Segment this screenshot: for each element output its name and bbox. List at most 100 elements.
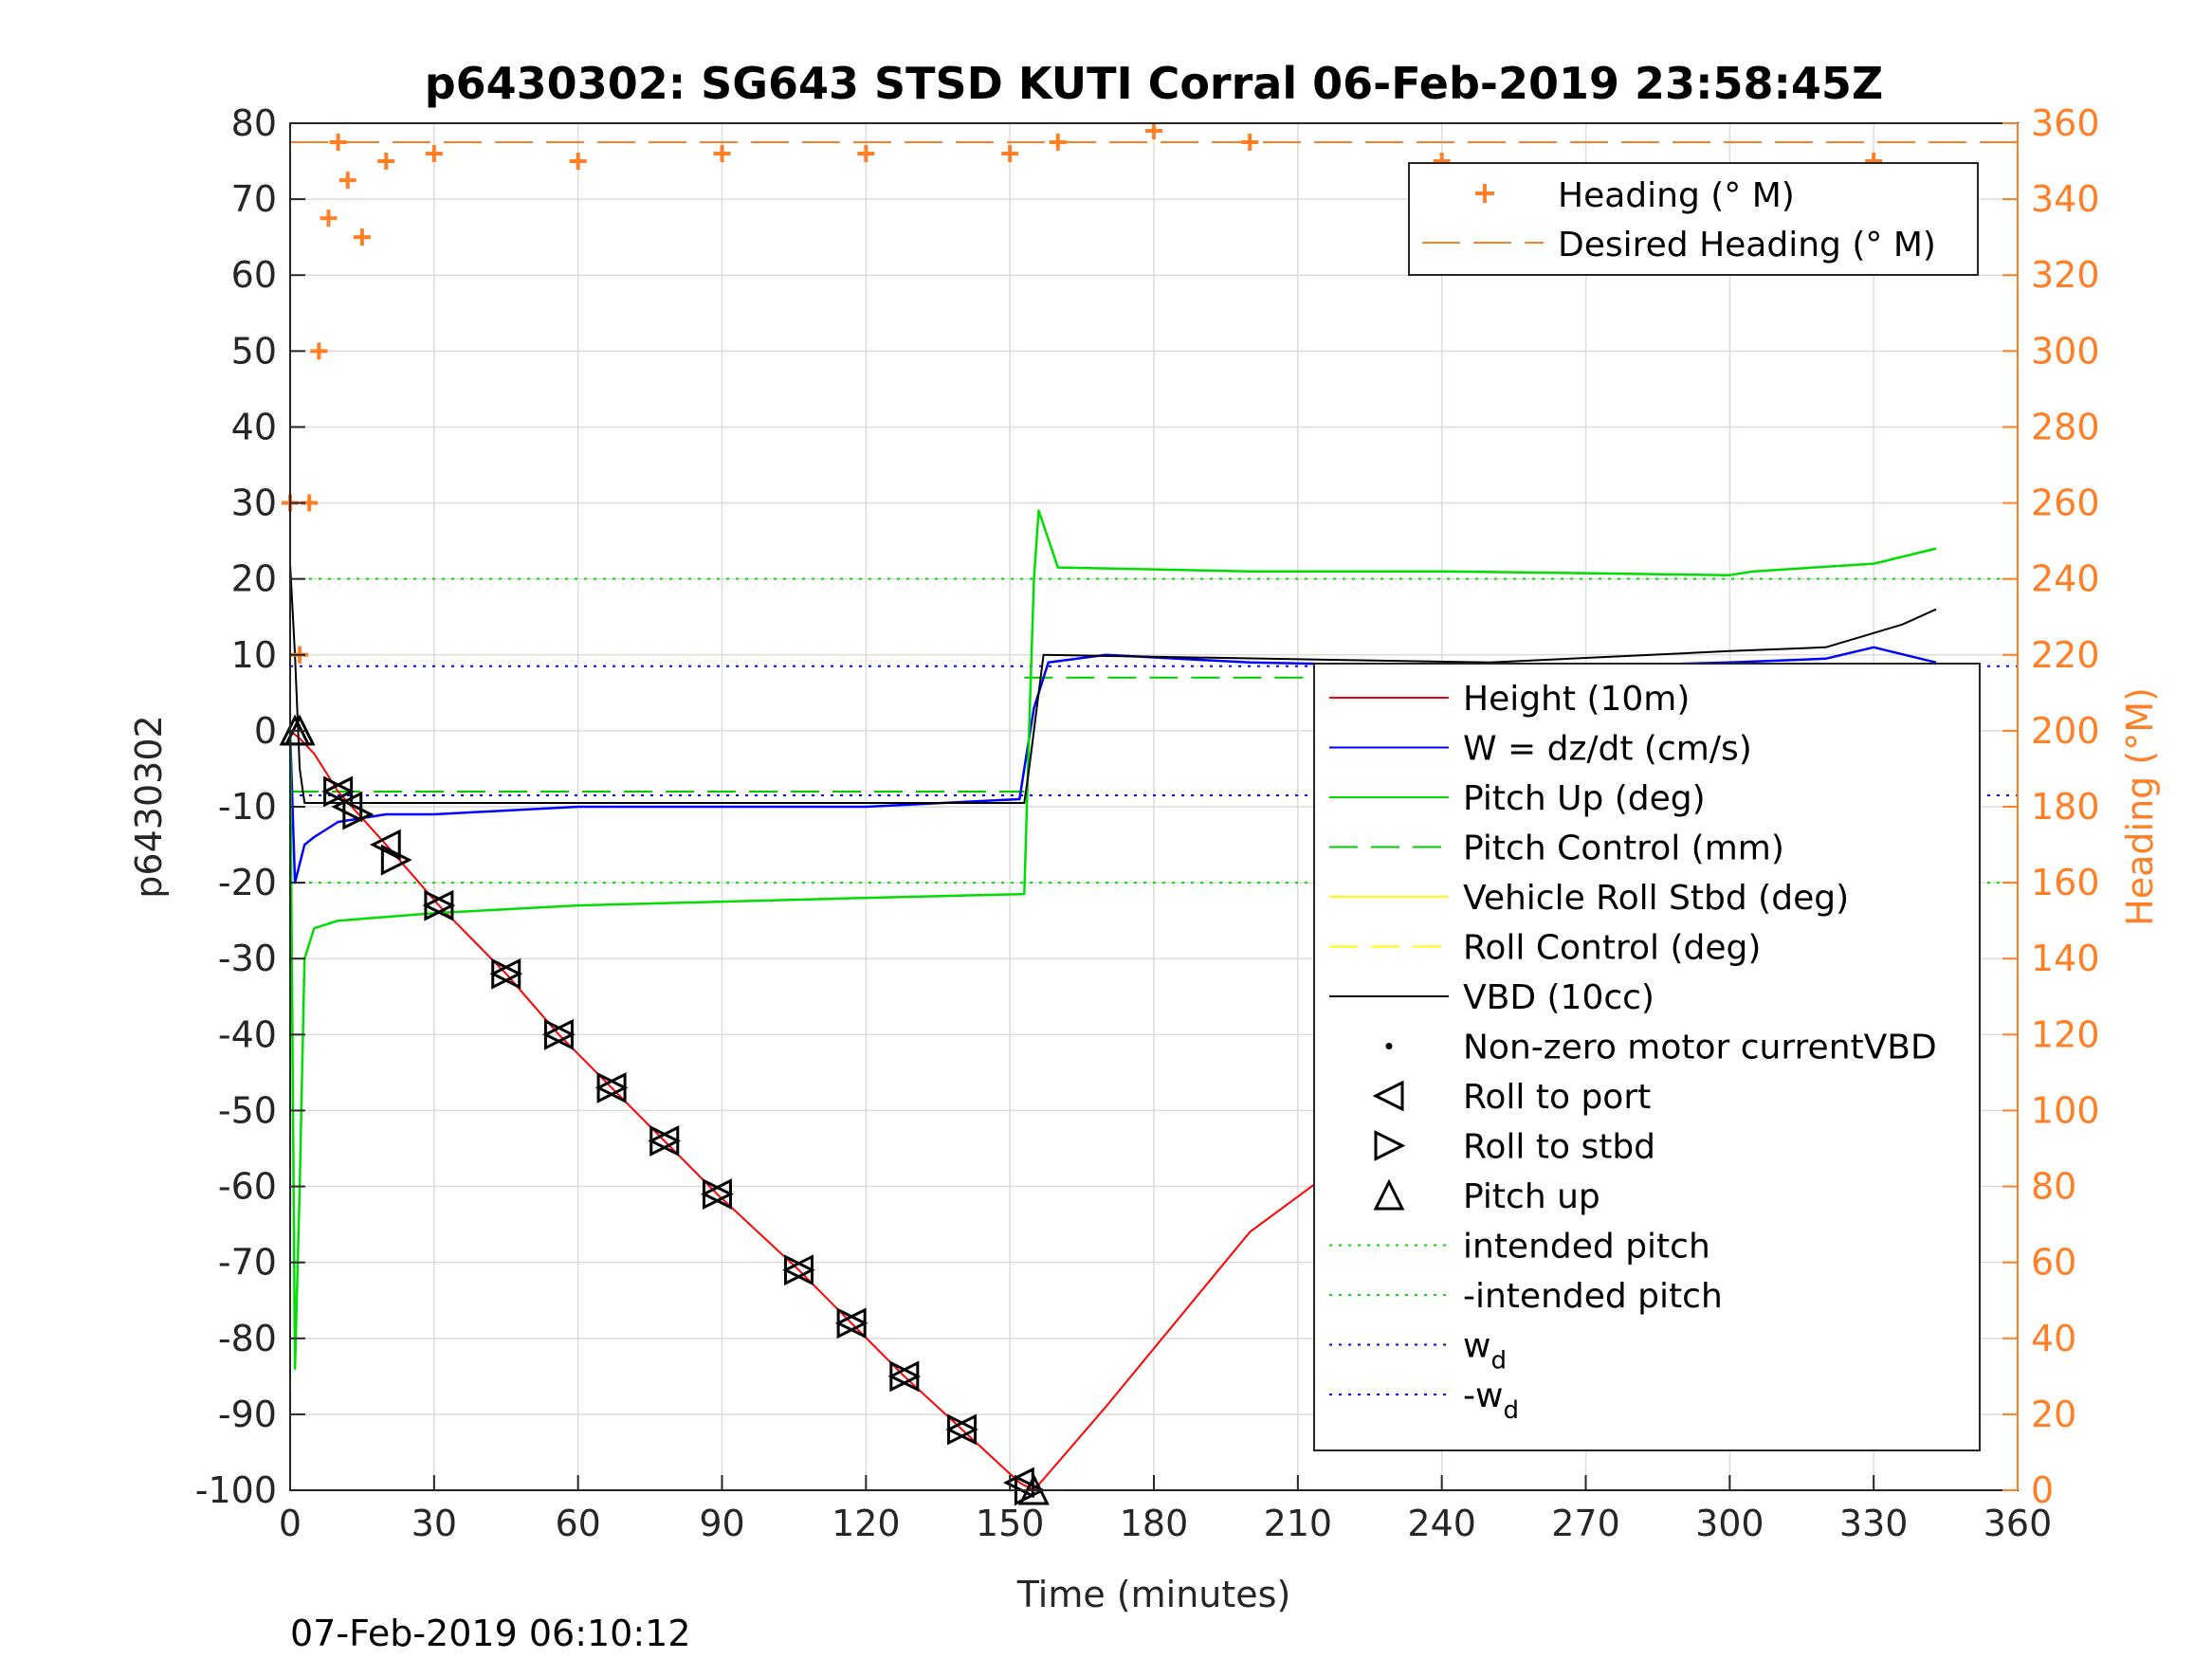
- roll-to-port-marker: [331, 791, 363, 823]
- y-tick-label: -40: [218, 1013, 277, 1055]
- y-tick-label: 30: [231, 483, 277, 524]
- y-tick-label: -30: [218, 938, 277, 979]
- heading-point: [329, 134, 347, 152]
- legend-heading-label: Heading (° M): [1558, 176, 1795, 215]
- y-right-tick-label: 200: [2031, 710, 2100, 752]
- footer-timestamp: 07-Feb-2019 06:10:12: [290, 1613, 691, 1654]
- heading-point: [1241, 134, 1259, 152]
- heading-point: [1145, 122, 1162, 140]
- y-tick-label: -70: [218, 1242, 277, 1284]
- legend-label: Pitch up: [1463, 1177, 1600, 1216]
- y-right-tick-label: 180: [2031, 786, 2100, 828]
- y-tick-label: 20: [231, 558, 277, 600]
- legend-label: Pitch Control (mm): [1463, 830, 1784, 868]
- x-tick-label: 360: [1983, 1503, 2053, 1544]
- heading-point: [320, 210, 338, 228]
- roll-to-stbd-marker: [380, 844, 412, 876]
- y-tick-label: 70: [231, 178, 277, 220]
- y-tick-label: -50: [218, 1089, 277, 1131]
- series-line: [289, 563, 1937, 804]
- roll-to-stbd-marker: [947, 1413, 978, 1446]
- roll-to-stbd-marker: [889, 1360, 922, 1393]
- y-tick-label: -10: [218, 786, 277, 828]
- legend-label: Roll to stbd: [1463, 1128, 1655, 1167]
- y-tick-label: -80: [218, 1318, 277, 1359]
- legend-subscript: d: [1503, 1396, 1519, 1425]
- x-axis: 0 30 60 90 120 150 180 210 240 270 300 330 360: [279, 1475, 2052, 1544]
- x-tick-label: 90: [699, 1503, 744, 1544]
- roll-to-stbd-marker: [323, 775, 355, 808]
- y-tick-label: 10: [231, 634, 277, 676]
- y-axis-right: 0 20 40 60 80 100 120 140 160 180 200 220 240 260 280 3…: [2002, 102, 2100, 1511]
- y-right-tick-label: 160: [2031, 862, 2100, 903]
- legend-symbol: [1385, 1043, 1393, 1049]
- y-right-tick-label: 80: [2031, 1166, 2076, 1208]
- x-tick-label: 150: [976, 1503, 1045, 1544]
- roll-to-port-marker: [1002, 1467, 1034, 1499]
- y-tick-label: -60: [218, 1166, 277, 1208]
- legend-label: Pitch Up (deg): [1463, 779, 1706, 818]
- y-right-tick-label: 320: [2031, 254, 2100, 296]
- legend-label: -intended pitch: [1463, 1277, 1723, 1316]
- y-right-tick-label: 40: [2031, 1318, 2076, 1359]
- y-tick-label: 40: [231, 406, 277, 447]
- x-tick-label: 180: [1120, 1503, 1189, 1544]
- chart-title: p6430302: SG643 STSD KUTI Corral 06-Feb-…: [425, 58, 1884, 109]
- x-tick-label: 300: [1695, 1503, 1764, 1544]
- y-tick-label: 60: [231, 254, 277, 296]
- roll-to-stbd-marker: [702, 1178, 734, 1210]
- roll-to-port-marker: [369, 829, 401, 861]
- legend-heading-symbol: [1475, 184, 1494, 203]
- y-right-tick-label: 20: [2031, 1394, 2076, 1435]
- heading-point: [310, 342, 328, 360]
- y-tick-label: 0: [254, 710, 277, 752]
- roll-to-stbd-marker: [543, 1018, 576, 1050]
- legend-heading-box: [1408, 162, 1979, 276]
- series-line: [288, 509, 1937, 1371]
- x-tick-label: 240: [1407, 1503, 1476, 1544]
- x-tick-label: 120: [832, 1503, 901, 1544]
- legend-label: VBD (10cc): [1463, 978, 1654, 1017]
- heading-point: [353, 228, 371, 246]
- y-tick-label: -20: [218, 862, 277, 903]
- roll-to-stbd-marker: [836, 1307, 868, 1340]
- roll-to-stbd-marker: [342, 798, 375, 830]
- x-tick-label: 30: [411, 1503, 457, 1544]
- legend-symbol: [1372, 1080, 1404, 1112]
- roll-to-stbd-marker: [649, 1125, 682, 1157]
- legend-label: Height (10m): [1463, 680, 1690, 719]
- legend-symbol: [1374, 1130, 1406, 1161]
- y-tick-label: 50: [231, 330, 277, 372]
- x-tick-label: 270: [1551, 1503, 1620, 1544]
- heading-point: [1049, 134, 1067, 152]
- roll-to-stbd-marker: [783, 1254, 815, 1286]
- legend-label: Non-zero motor currentVBD: [1463, 1029, 1937, 1067]
- heading-point: [1001, 145, 1019, 163]
- x-tick-label: 210: [1264, 1503, 1333, 1544]
- heading-point: [569, 153, 587, 171]
- legend-subscript: d: [1490, 1347, 1507, 1376]
- heading-point: [713, 145, 731, 163]
- legend-label: Roll to port: [1463, 1078, 1651, 1117]
- y-right-tick-label: 280: [2031, 406, 2100, 447]
- roll-to-stbd-marker: [424, 889, 456, 921]
- roll-to-stbd-marker: [491, 957, 523, 990]
- x-tick-label: 330: [1839, 1503, 1909, 1544]
- y-right-tick-label: 120: [2031, 1013, 2100, 1055]
- y-tick-label: -100: [195, 1469, 277, 1511]
- y-right-tick-label: 60: [2031, 1242, 2076, 1284]
- y-right-tick-label: 0: [2031, 1469, 2054, 1511]
- y-right-tick-label: 360: [2031, 102, 2100, 144]
- y-right-tick-label: 300: [2031, 330, 2100, 372]
- y-right-tick-label: 100: [2031, 1089, 2100, 1131]
- heading-point: [338, 172, 356, 190]
- legend-label: intended pitch: [1463, 1228, 1710, 1267]
- x-axis-label: Time (minutes): [1016, 1574, 1291, 1615]
- x-tick-label: 0: [279, 1503, 302, 1544]
- y-tick-label: -90: [218, 1394, 277, 1435]
- legend-label: W = dz/dt (cm/s): [1463, 730, 1752, 769]
- legend-main-box: [1313, 663, 1981, 1451]
- legend-main: Height (10m) W = dz/dt (cm/s) Pitch Up (de…: [1313, 663, 1981, 1451]
- y-tick-label: 80: [231, 102, 277, 144]
- legend-label: Vehicle Roll Stbd (deg): [1463, 879, 1849, 918]
